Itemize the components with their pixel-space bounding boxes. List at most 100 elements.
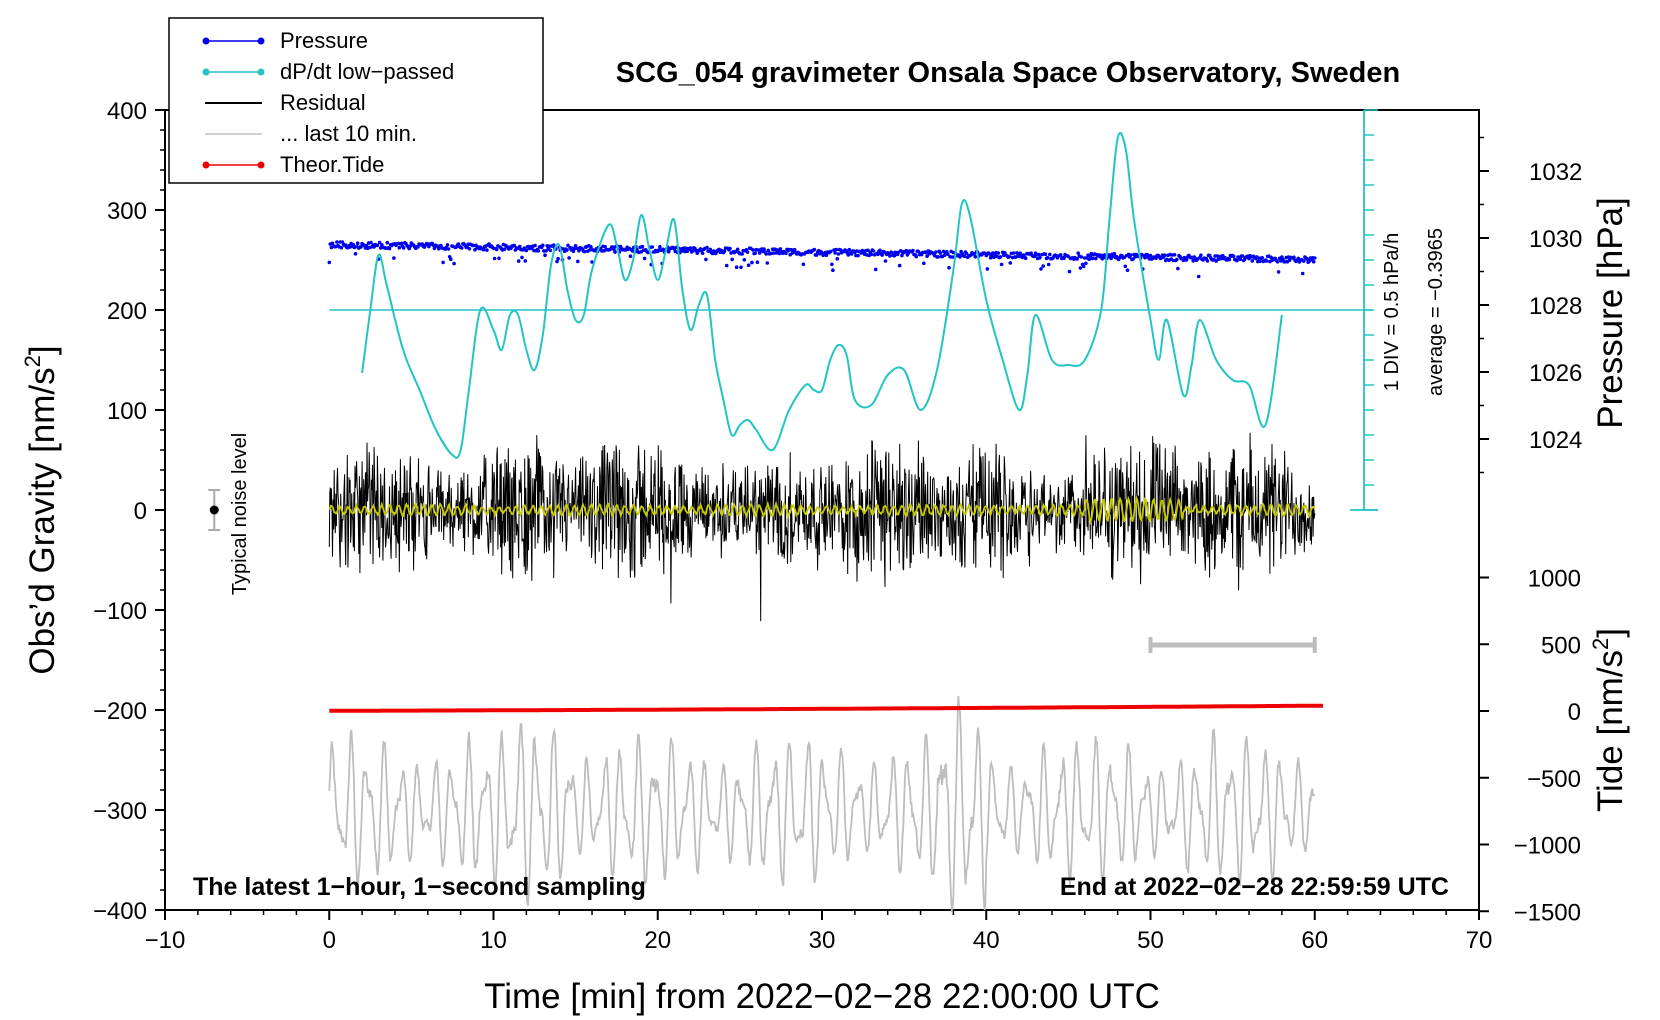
pressure-point [755, 260, 760, 265]
pressure-point [1176, 266, 1180, 271]
pressure-point [640, 244, 645, 249]
pressure-point [1038, 255, 1042, 260]
pressure-point [1043, 252, 1048, 256]
pressure-point [355, 241, 360, 245]
pressure-point [351, 242, 356, 247]
pressure-point [452, 261, 456, 266]
x-tick-label: 40 [973, 927, 1000, 954]
x-tick-label: 10 [480, 927, 507, 954]
pressure-point [849, 252, 854, 256]
pressure-point [1084, 261, 1088, 266]
pressure-point [814, 253, 819, 257]
last-10-min-series [328, 696, 1316, 914]
pressure-point [833, 251, 837, 255]
pressure-point [1154, 256, 1158, 261]
pressure-point [548, 248, 553, 253]
pressure-point [1287, 258, 1292, 263]
tide-tick-label: −1500 [1514, 899, 1581, 926]
pressure-tick-label: 1026 [1529, 360, 1582, 387]
pressure-point [992, 255, 996, 260]
pressure-point [1238, 257, 1243, 262]
pressure-point [555, 259, 559, 264]
pressure-point [432, 246, 437, 251]
pressure-point [984, 253, 989, 258]
pressure-point [847, 247, 852, 252]
pressure-point [708, 247, 713, 252]
pressure-point [1300, 271, 1305, 276]
pressure-point [790, 251, 795, 255]
pressure-point [364, 243, 369, 248]
pressure-point [834, 247, 838, 252]
pressure-point [704, 257, 708, 262]
pressure-point [582, 249, 587, 254]
legend-swatch-marker [202, 161, 210, 169]
pressure-point [914, 254, 918, 259]
pressure-point [946, 252, 950, 256]
pressure-point [416, 245, 420, 249]
last-10-min-line [328, 696, 1316, 914]
pressure-point [445, 243, 450, 247]
pressure-point [973, 254, 978, 259]
pressure-point [792, 247, 797, 252]
legend-label-dpdt: dP/dt low−passed [280, 59, 454, 84]
chart-title: SCG_054 gravimeter Onsala Space Observat… [616, 57, 1400, 89]
pressure-tick-label: 1028 [1529, 293, 1582, 320]
axes: −10 0 10 20 30 40 50 60 704003002001000−100−200−… [93, 98, 1582, 954]
pressure-point [688, 246, 693, 250]
pressure-point [1276, 270, 1281, 274]
pressure-point [1062, 256, 1066, 261]
pressure-point [397, 245, 402, 250]
y-tick-label: −300 [93, 798, 147, 825]
pressure-point [922, 261, 926, 266]
legend-swatch-marker [257, 68, 265, 76]
x-tick-label: 20 [644, 927, 671, 954]
pressure-point [536, 249, 541, 253]
pressure-point [1258, 259, 1262, 264]
pressure-point [735, 247, 740, 252]
pressure-point [1148, 253, 1153, 258]
pressure-point [962, 254, 967, 259]
pressure-point [1046, 262, 1051, 267]
tide-line [329, 703, 1323, 713]
y-tick-label: 0 [134, 498, 147, 525]
y-tick-label: 300 [107, 198, 147, 225]
pressure-point [883, 259, 888, 263]
pressure-point [1125, 268, 1130, 273]
pressure-point [658, 245, 662, 249]
pressure-point [869, 252, 874, 257]
pressure-point [705, 245, 709, 250]
pressure-point [589, 245, 593, 249]
pressure-point [1175, 257, 1179, 262]
pressure-point [1313, 256, 1317, 260]
pressure-point [459, 246, 464, 250]
pressure-point [1172, 253, 1177, 257]
annotation-bottom-right: End at 2022−02−28 22:59:59 UTC [1060, 873, 1449, 901]
pressure-point [766, 248, 771, 253]
x-tick-label: 60 [1301, 927, 1328, 954]
pressure-point [467, 247, 472, 251]
legend-swatch-marker [202, 68, 210, 76]
pressure-point [722, 249, 727, 253]
pressure-point [353, 252, 358, 256]
pressure-point [1048, 252, 1052, 257]
pressure-point [757, 251, 762, 255]
pressure-point [904, 248, 909, 253]
pressure-point [1162, 253, 1167, 257]
pressure-tick-label: 1032 [1529, 159, 1582, 186]
pressure-point [642, 256, 647, 261]
pressure-point [750, 260, 754, 265]
y-tick-label: 400 [107, 98, 147, 125]
residual-line [328, 432, 1316, 622]
pressure-point [492, 256, 497, 261]
pressure-point [1143, 255, 1147, 260]
pressure-point [1311, 259, 1316, 264]
pressure-point [1018, 251, 1022, 255]
div-label: 1 DIV = 0.5 hPa/h [1381, 233, 1403, 391]
pressure-point [941, 249, 946, 254]
pressure-point [392, 256, 396, 260]
pressure-point [520, 255, 524, 260]
pressure-point [1123, 264, 1128, 269]
noise-point [209, 505, 219, 515]
pressure-point [695, 251, 699, 255]
pressure-point [1264, 259, 1269, 263]
